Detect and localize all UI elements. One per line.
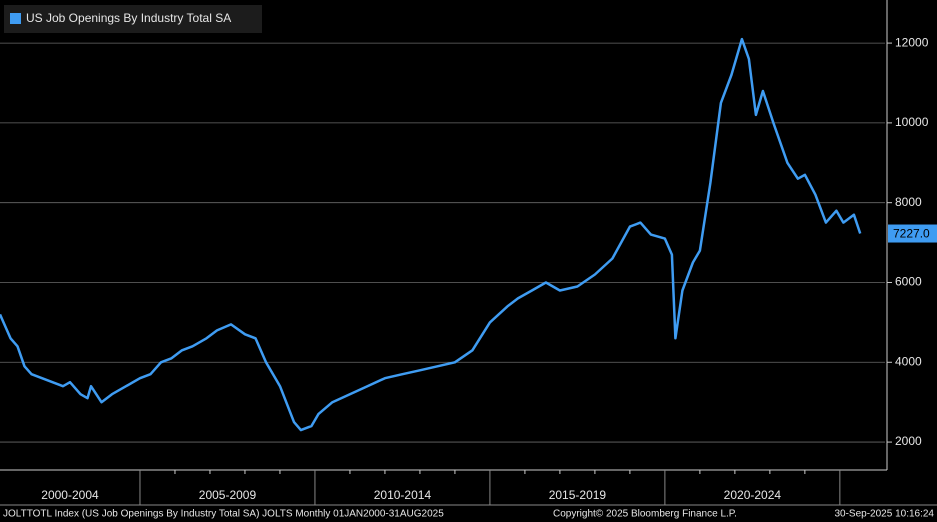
legend-label: US Job Openings By Industry Total SA — [26, 11, 231, 25]
footer-right: 30-Sep-2025 10:16:24 — [834, 509, 934, 520]
y-tick-label: 10000 — [895, 115, 929, 129]
y-tick-label: 12000 — [895, 35, 929, 49]
x-period-label: 2010-2014 — [374, 488, 432, 502]
last-value-label: 7227.0 — [893, 227, 930, 241]
x-period-label: 2000-2004 — [41, 488, 99, 502]
footer-left: JOLTTOTL Index (US Job Openings By Indus… — [3, 509, 444, 520]
y-tick-label: 4000 — [895, 354, 922, 368]
y-tick-label: 6000 — [895, 275, 922, 289]
y-tick-label: 2000 — [895, 434, 922, 448]
x-period-label: 2020-2024 — [724, 488, 782, 502]
footer-center: Copyright© 2025 Bloomberg Finance L.P. — [553, 509, 737, 520]
x-period-label: 2015-2019 — [549, 488, 607, 502]
y-tick-label: 8000 — [895, 195, 922, 209]
last-value-box — [888, 224, 937, 243]
x-period-label: 2005-2009 — [199, 488, 257, 502]
legend-swatch — [10, 13, 21, 24]
legend-box — [4, 5, 262, 33]
series-line — [0, 37, 862, 432]
